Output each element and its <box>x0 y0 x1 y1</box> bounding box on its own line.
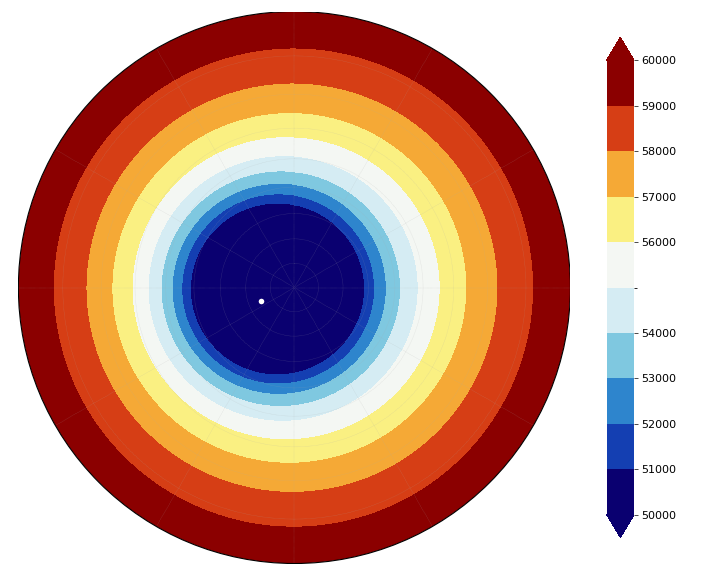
Point <box>289 283 300 292</box>
Point <box>289 283 300 292</box>
Point <box>289 283 300 292</box>
Point <box>289 283 300 292</box>
Point <box>289 283 300 292</box>
Point <box>289 283 300 292</box>
Point <box>289 283 300 292</box>
Point <box>289 283 300 292</box>
PathPatch shape <box>607 37 634 60</box>
Point <box>289 283 300 292</box>
PathPatch shape <box>607 515 634 538</box>
Point <box>289 283 300 292</box>
Point <box>289 283 300 292</box>
Point <box>289 283 300 292</box>
